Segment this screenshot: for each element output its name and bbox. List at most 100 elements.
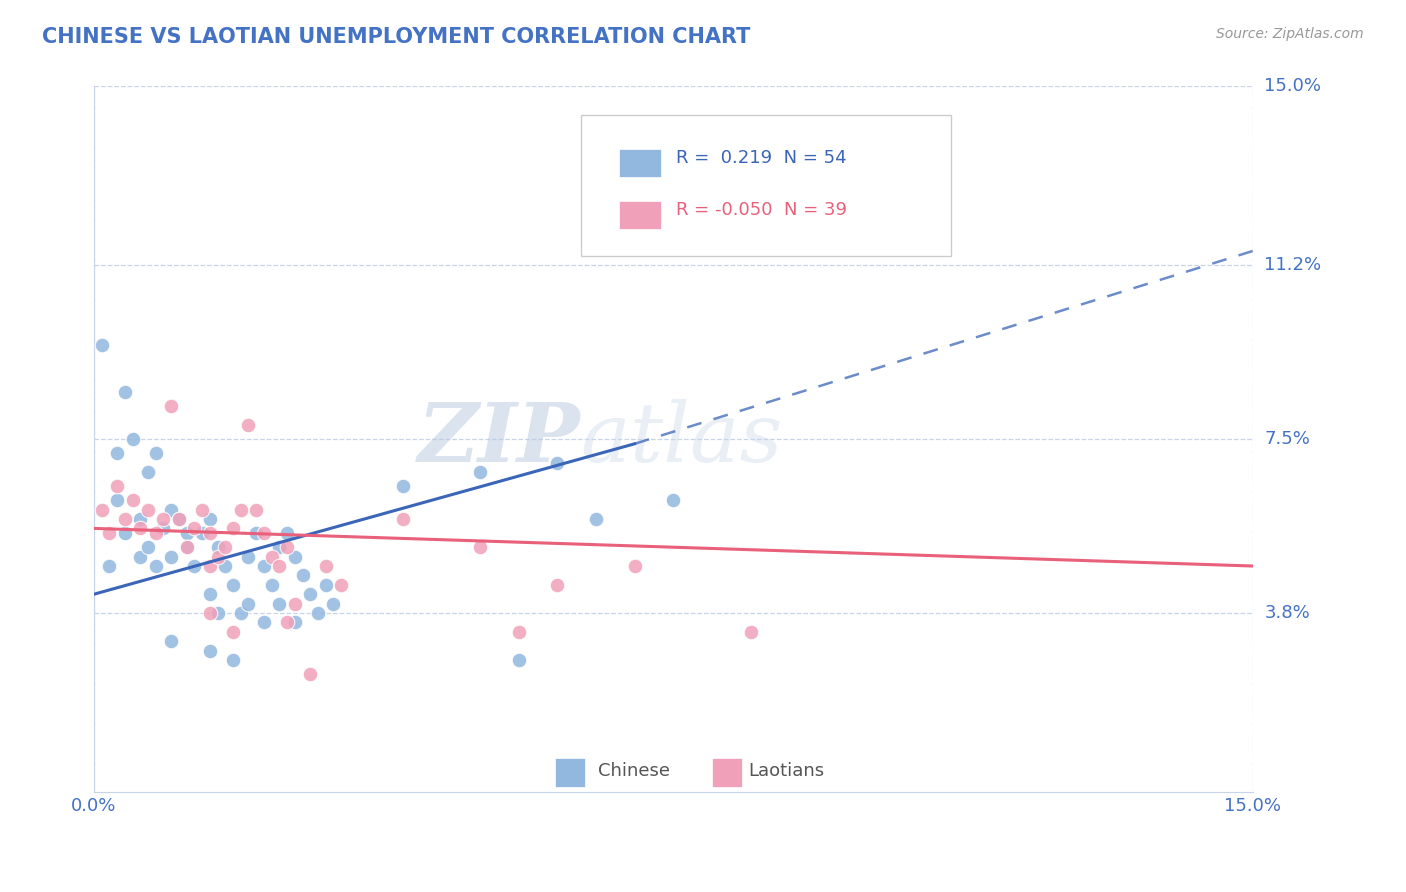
Point: [315, 578, 337, 592]
Text: R =  0.219  N = 54: R = 0.219 N = 54: [676, 149, 846, 167]
Point: [260, 549, 283, 564]
Point: [136, 540, 159, 554]
Point: [238, 417, 260, 432]
Point: [229, 502, 252, 516]
Point: [145, 446, 167, 460]
Point: [152, 512, 174, 526]
Point: [198, 526, 221, 541]
Point: [160, 502, 183, 516]
Point: [229, 606, 252, 620]
Point: [167, 512, 190, 526]
Point: [291, 568, 314, 582]
Point: [238, 549, 260, 564]
Point: [183, 559, 205, 574]
Point: [546, 578, 568, 592]
Point: [245, 502, 267, 516]
FancyBboxPatch shape: [555, 758, 585, 788]
Point: [160, 549, 183, 564]
Point: [508, 624, 530, 639]
Point: [167, 512, 190, 526]
Point: [214, 559, 236, 574]
Point: [222, 624, 245, 639]
Point: [222, 578, 245, 592]
Point: [129, 549, 152, 564]
Point: [98, 559, 121, 574]
Point: [198, 606, 221, 620]
Point: [90, 502, 112, 516]
Point: [207, 606, 229, 620]
Point: [90, 338, 112, 352]
Point: [105, 493, 128, 508]
Point: [114, 512, 136, 526]
Text: 3.8%: 3.8%: [1264, 604, 1310, 622]
Point: [105, 479, 128, 493]
Point: [253, 559, 276, 574]
Point: [129, 521, 152, 535]
Point: [214, 540, 236, 554]
Text: Chinese: Chinese: [598, 762, 671, 780]
Point: [299, 587, 322, 601]
Point: [105, 446, 128, 460]
Point: [740, 624, 762, 639]
Point: [222, 521, 245, 535]
Point: [284, 597, 307, 611]
Point: [152, 521, 174, 535]
Point: [623, 559, 645, 574]
Point: [136, 502, 159, 516]
Point: [191, 502, 214, 516]
Point: [183, 521, 205, 535]
Point: [546, 456, 568, 470]
Point: [392, 512, 415, 526]
Point: [253, 615, 276, 630]
Point: [662, 493, 685, 508]
Text: 11.2%: 11.2%: [1264, 256, 1322, 274]
Point: [207, 540, 229, 554]
Point: [207, 549, 229, 564]
Point: [276, 615, 298, 630]
Point: [269, 559, 291, 574]
FancyBboxPatch shape: [619, 201, 661, 228]
Point: [121, 432, 143, 446]
Point: [585, 512, 607, 526]
FancyBboxPatch shape: [581, 115, 952, 256]
Point: [470, 540, 492, 554]
Point: [284, 615, 307, 630]
Point: [260, 578, 283, 592]
Point: [508, 653, 530, 667]
Point: [330, 578, 353, 592]
Point: [315, 559, 337, 574]
Point: [910, 127, 932, 141]
Point: [198, 512, 221, 526]
Point: [145, 526, 167, 541]
Point: [198, 587, 221, 601]
Point: [299, 667, 322, 681]
Point: [222, 653, 245, 667]
Text: 15.0%: 15.0%: [1264, 78, 1322, 95]
Point: [98, 526, 121, 541]
Point: [284, 549, 307, 564]
Point: [245, 526, 267, 541]
Text: atlas: atlas: [581, 399, 783, 479]
Point: [198, 643, 221, 657]
FancyBboxPatch shape: [619, 149, 661, 177]
Point: [392, 479, 415, 493]
Point: [160, 634, 183, 648]
Point: [114, 526, 136, 541]
Point: [238, 597, 260, 611]
Point: [198, 559, 221, 574]
Text: Source: ZipAtlas.com: Source: ZipAtlas.com: [1216, 27, 1364, 41]
Point: [276, 526, 298, 541]
Point: [176, 526, 198, 541]
Text: Laotians: Laotians: [748, 762, 825, 780]
Point: [253, 526, 276, 541]
Point: [470, 465, 492, 479]
Point: [176, 540, 198, 554]
Point: [269, 540, 291, 554]
Text: CHINESE VS LAOTIAN UNEMPLOYMENT CORRELATION CHART: CHINESE VS LAOTIAN UNEMPLOYMENT CORRELAT…: [42, 27, 751, 46]
Point: [114, 385, 136, 400]
Text: 7.5%: 7.5%: [1264, 430, 1310, 448]
Point: [322, 597, 344, 611]
Text: ZIP: ZIP: [418, 399, 581, 479]
Point: [276, 540, 298, 554]
Point: [136, 465, 159, 479]
